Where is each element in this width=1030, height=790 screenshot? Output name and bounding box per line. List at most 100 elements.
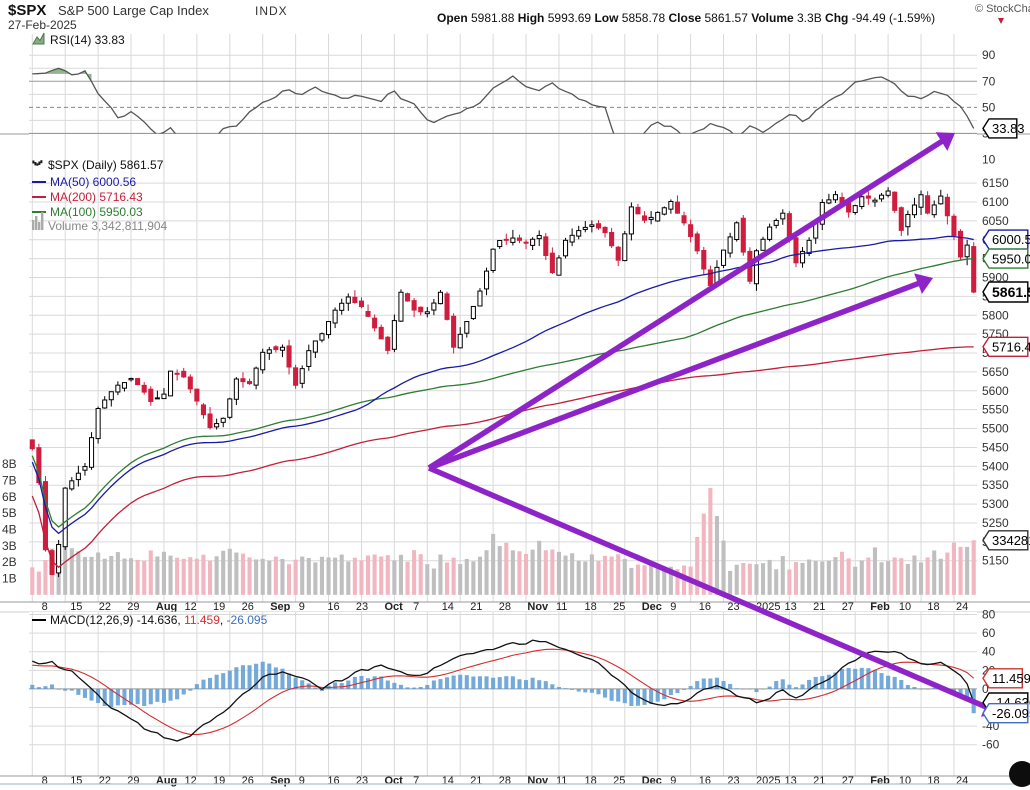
svg-text:27: 27 — [842, 775, 854, 787]
svg-text:2B: 2B — [2, 555, 17, 569]
svg-text:Dec: Dec — [642, 601, 662, 613]
svg-text:9: 9 — [670, 601, 676, 613]
svg-text:5861.57: 5861.57 — [992, 284, 1030, 300]
svg-text:40: 40 — [982, 645, 996, 659]
svg-text:5250: 5250 — [982, 516, 1009, 530]
svg-text:29: 29 — [127, 601, 139, 613]
svg-text:Open 5981.88 High 5993.69 Low: Open 5981.88 High 5993.69 Low 5858.78 Cl… — [437, 11, 935, 25]
svg-text:18: 18 — [927, 775, 939, 787]
svg-text:21: 21 — [470, 601, 482, 613]
svg-text:Sep: Sep — [270, 775, 290, 787]
svg-text:80: 80 — [982, 608, 996, 622]
svg-text:3342811: 3342811 — [992, 533, 1030, 548]
svg-text:MA(50) 6000.56: MA(50) 6000.56 — [50, 175, 136, 189]
svg-text:11: 11 — [556, 775, 567, 787]
svg-text:16: 16 — [699, 775, 711, 787]
svg-text:11: 11 — [556, 601, 567, 613]
svg-text:21: 21 — [813, 775, 825, 787]
svg-text:7: 7 — [413, 601, 419, 613]
svg-text:$SPX: $SPX — [8, 2, 46, 19]
svg-text:-60: -60 — [982, 738, 1000, 752]
svg-text:23: 23 — [727, 775, 739, 787]
svg-text:MACD(12,26,9) -14.636, 11.459,: MACD(12,26,9) -14.636, 11.459, -26.095 — [50, 613, 268, 627]
svg-text:5350: 5350 — [982, 478, 1009, 492]
svg-text:10: 10 — [899, 775, 911, 787]
svg-text:5300: 5300 — [982, 497, 1009, 511]
svg-text:19: 19 — [213, 775, 225, 787]
svg-text:5950.03: 5950.03 — [992, 251, 1030, 266]
svg-text:$SPX (Daily) 5861.57: $SPX (Daily) 5861.57 — [48, 158, 164, 172]
svg-text:12: 12 — [185, 601, 197, 613]
svg-text:5600: 5600 — [982, 384, 1009, 398]
svg-text:23: 23 — [356, 775, 368, 787]
svg-text:15: 15 — [70, 775, 82, 787]
svg-text:5B: 5B — [2, 506, 17, 520]
svg-text:29: 29 — [127, 775, 139, 787]
svg-text:RSI(14) 33.83: RSI(14) 33.83 — [50, 33, 125, 47]
svg-text:Dec: Dec — [642, 775, 662, 787]
svg-text:26: 26 — [242, 601, 254, 613]
svg-text:24: 24 — [956, 601, 968, 613]
svg-text:9: 9 — [299, 775, 305, 787]
svg-text:15: 15 — [70, 601, 82, 613]
svg-text:25: 25 — [613, 601, 625, 613]
svg-text:5550: 5550 — [982, 403, 1009, 417]
svg-text:7B: 7B — [2, 474, 17, 488]
svg-text:10: 10 — [982, 153, 996, 167]
svg-text:4B: 4B — [2, 523, 17, 537]
svg-text:Sep: Sep — [270, 601, 290, 613]
svg-text:28: 28 — [499, 775, 511, 787]
svg-text:Aug: Aug — [156, 775, 177, 787]
svg-text:5500: 5500 — [982, 422, 1009, 436]
svg-text:5450: 5450 — [982, 440, 1009, 454]
svg-text:Nov: Nov — [527, 601, 549, 613]
svg-text:8: 8 — [42, 601, 48, 613]
svg-text:7: 7 — [413, 775, 419, 787]
svg-text:Feb: Feb — [870, 775, 890, 787]
svg-text:Aug: Aug — [156, 601, 177, 613]
svg-text:22: 22 — [99, 601, 111, 613]
svg-text:23: 23 — [356, 601, 368, 613]
svg-text:18: 18 — [927, 601, 939, 613]
svg-text:Nov: Nov — [527, 775, 549, 787]
svg-text:16: 16 — [327, 601, 339, 613]
svg-text:MA(200) 5716.43: MA(200) 5716.43 — [50, 190, 143, 204]
svg-text:13: 13 — [785, 775, 797, 787]
svg-text:90: 90 — [982, 48, 996, 62]
svg-text:-26.095: -26.095 — [992, 706, 1030, 721]
svg-text:Oct: Oct — [385, 601, 404, 613]
svg-text:MA(100) 5950.03: MA(100) 5950.03 — [50, 205, 143, 219]
svg-text:Feb: Feb — [870, 601, 890, 613]
svg-text:70: 70 — [982, 74, 996, 88]
svg-text:16: 16 — [327, 775, 339, 787]
svg-text:21: 21 — [813, 601, 825, 613]
svg-text:3B: 3B — [2, 539, 17, 553]
svg-text:8: 8 — [42, 775, 48, 787]
svg-text:16: 16 — [699, 601, 711, 613]
svg-text:8B: 8B — [2, 457, 17, 471]
svg-text:18: 18 — [585, 601, 597, 613]
svg-text:60: 60 — [982, 626, 996, 640]
svg-text:25: 25 — [613, 775, 625, 787]
svg-text:28: 28 — [499, 601, 511, 613]
svg-text:5650: 5650 — [982, 365, 1009, 379]
svg-text:1B: 1B — [2, 572, 17, 586]
svg-text:6050: 6050 — [982, 214, 1009, 228]
svg-text:6000.56: 6000.56 — [992, 232, 1030, 247]
svg-text:14: 14 — [442, 775, 454, 787]
svg-text:S&P 500 Large Cap Index: S&P 500 Large Cap Index — [58, 3, 209, 18]
svg-text:21: 21 — [470, 775, 482, 787]
svg-text:5400: 5400 — [982, 459, 1009, 473]
svg-text:26: 26 — [242, 775, 254, 787]
svg-text:Oct: Oct — [385, 775, 404, 787]
svg-text:27-Feb-2025: 27-Feb-2025 — [8, 18, 77, 32]
svg-text:2025: 2025 — [756, 775, 780, 787]
svg-text:11.459: 11.459 — [992, 671, 1030, 686]
svg-text:27: 27 — [842, 601, 854, 613]
svg-text:33.83: 33.83 — [992, 121, 1025, 136]
svg-text:6B: 6B — [2, 490, 17, 504]
svg-text:6150: 6150 — [982, 176, 1009, 190]
svg-text:5800: 5800 — [982, 308, 1009, 322]
svg-text:22: 22 — [99, 775, 111, 787]
svg-text:6100: 6100 — [982, 195, 1009, 209]
